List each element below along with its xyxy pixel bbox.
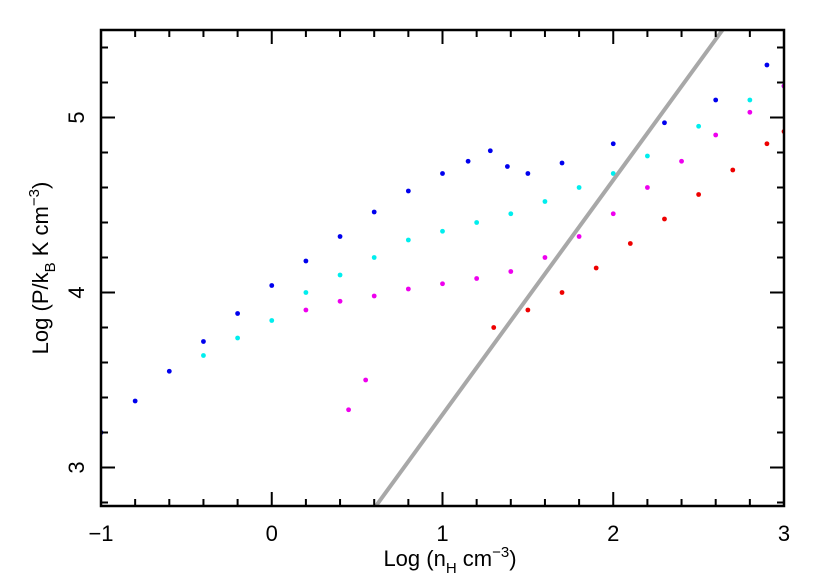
- point-cyan-8: [474, 220, 480, 225]
- x-tick-label: 3: [778, 521, 790, 546]
- point-blue-18: [713, 97, 719, 103]
- point-blue-11: [465, 158, 471, 164]
- point-magenta-11: [679, 158, 684, 164]
- point-cyan-0: [201, 353, 206, 358]
- y-tick-label: 4: [64, 286, 89, 298]
- series-layer: [101, 30, 784, 506]
- point-cyan-2: [269, 318, 275, 323]
- y-tick-label: 5: [64, 111, 89, 123]
- point-magenta-13: [747, 109, 753, 115]
- point-magenta-8: [576, 234, 582, 239]
- point-cyan-14: [696, 123, 702, 129]
- point-cyan-10: [542, 199, 548, 204]
- point-red-0: [491, 325, 497, 330]
- point-cyan-7: [440, 228, 445, 234]
- series-blue: [101, 62, 770, 435]
- point-red-5: [662, 216, 667, 222]
- point-magenta-5: [474, 276, 480, 281]
- point-blue-5: [269, 283, 275, 288]
- point-magenta-12: [713, 132, 719, 138]
- point-cyan-1: [235, 335, 241, 341]
- point-blue-8: [371, 209, 377, 215]
- series-grey-line: [374, 30, 725, 506]
- point-blue-7: [337, 234, 343, 239]
- point-cyan-13: [645, 153, 650, 159]
- point-blue-10: [440, 171, 445, 176]
- x-tick-label: −1: [88, 521, 113, 546]
- point-blue-9: [405, 188, 411, 194]
- point-red-8: [764, 141, 770, 147]
- y-axis-label: Log (P/kB K cm−3): [26, 182, 59, 355]
- point-red-7: [730, 167, 736, 173]
- point-magenta-9: [610, 211, 616, 217]
- point-blue-19: [764, 62, 770, 68]
- point-red-2: [559, 290, 565, 295]
- point-blue-13: [504, 164, 510, 169]
- point-magenta-15: [346, 407, 351, 413]
- x-axis-label: Log (nH cm−3): [383, 544, 516, 577]
- series-red: [491, 129, 784, 330]
- point-blue-1: [132, 398, 138, 404]
- point-magenta-3: [405, 286, 411, 292]
- point-blue-16: [610, 141, 616, 147]
- point-magenta-1: [337, 298, 343, 304]
- point-blue-2: [166, 368, 172, 374]
- point-magenta-7: [542, 255, 548, 260]
- x-tick-label: 0: [266, 521, 278, 546]
- line-grey-line: [374, 30, 725, 506]
- x-tick-label: 1: [436, 521, 448, 546]
- point-cyan-4: [337, 272, 343, 278]
- point-blue-3: [201, 339, 206, 344]
- point-magenta-0: [303, 307, 309, 313]
- point-blue-15: [559, 160, 565, 166]
- point-cyan-15: [747, 97, 753, 103]
- point-cyan-11: [576, 185, 582, 190]
- x-tick-label: 2: [607, 521, 619, 546]
- point-magenta-6: [508, 269, 514, 274]
- point-red-4: [627, 241, 633, 246]
- y-tick-label: 3: [64, 461, 89, 473]
- plot-frame: [99, 28, 786, 508]
- point-cyan-3: [303, 290, 309, 295]
- point-blue-17: [662, 120, 667, 126]
- series-magenta: [303, 83, 784, 413]
- tick-labels: −1 0 1 2 3 3 4 5: [64, 111, 790, 546]
- point-magenta-4: [440, 281, 445, 287]
- point-blue-6: [303, 258, 309, 264]
- point-cyan-12: [610, 171, 616, 176]
- point-blue-12: [487, 148, 493, 154]
- series-cyan: [201, 83, 784, 358]
- point-cyan-9: [508, 211, 514, 217]
- point-magenta-2: [371, 293, 377, 299]
- point-red-1: [525, 307, 531, 313]
- point-cyan-5: [371, 255, 377, 260]
- point-blue-14: [525, 171, 531, 176]
- point-cyan-6: [405, 237, 411, 243]
- point-red-3: [593, 265, 599, 271]
- ticks-layer: [100, 30, 785, 506]
- point-magenta-10: [645, 185, 650, 190]
- point-magenta-16: [363, 377, 369, 383]
- point-red-6: [696, 192, 702, 197]
- point-blue-4: [235, 311, 241, 316]
